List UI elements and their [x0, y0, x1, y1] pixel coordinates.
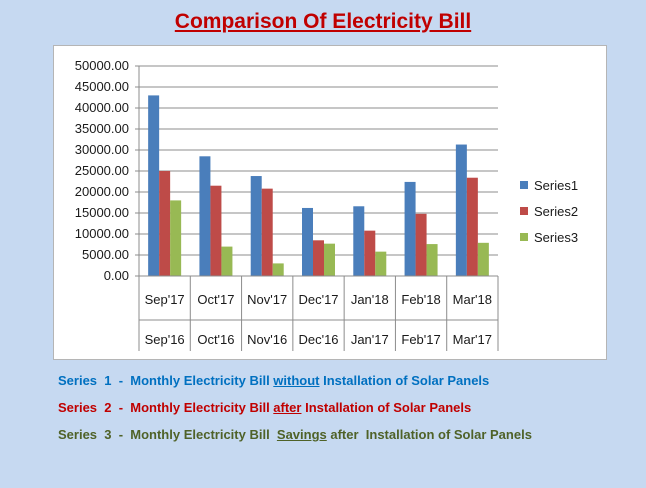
note-emphasis: after	[273, 400, 302, 415]
bar-series2-3	[261, 188, 273, 276]
y-tick-label: 15000.00	[75, 205, 129, 220]
legend-swatch	[520, 181, 528, 189]
bar-series3-1	[170, 200, 182, 276]
note-suffix: Installation of Solar Panels	[301, 400, 472, 415]
x-tick-label: Sep'17	[145, 292, 185, 307]
note-prefix: Series 2 - Monthly Electricity Bill	[58, 400, 274, 415]
note-suffix: after Installation of Solar Panels	[326, 427, 532, 442]
bar-series2-5	[364, 230, 376, 276]
bar-series2-1	[159, 171, 171, 276]
bar-series1-6	[404, 181, 416, 276]
note-suffix: Installation of Solar Panels	[319, 373, 490, 388]
bar-series2-4	[313, 240, 324, 276]
x-tick-label: Nov'17	[247, 292, 287, 307]
note-emphasis: Savings	[276, 427, 327, 442]
x-tick-label-secondary: Mar'17	[453, 332, 492, 347]
bar-series1-7	[455, 144, 467, 276]
y-tick-label: 20000.00	[75, 184, 129, 199]
note-prefix: Series 1 - Monthly Electricity Bill	[58, 373, 274, 388]
y-tick-label: 40000.00	[75, 100, 129, 115]
x-tick-label: Feb'18	[401, 292, 440, 307]
note-emphasis: without	[273, 373, 320, 388]
bar-chart: 0.00 5000.00 10000.00 15000.00 20000.00 25000…	[75, 58, 499, 351]
x-tick-label-secondary: Nov'16	[247, 332, 287, 347]
bar-series2-2	[210, 185, 222, 276]
bar-series3-4	[324, 243, 335, 276]
x-tick-label-secondary: Dec'16	[298, 332, 338, 347]
legend-label: Series3	[534, 229, 579, 245]
bar-series1-5	[353, 206, 365, 276]
series-note-1: Series 1 - Monthly Electricity Bill with…	[58, 372, 532, 399]
legend-label: Series1	[534, 177, 579, 193]
legend-item: Series2	[520, 198, 578, 224]
legend-item: Series3	[520, 224, 578, 250]
bar-series3-6	[426, 244, 438, 276]
bar-series1-4	[302, 207, 313, 276]
legend-label: Series2	[534, 203, 579, 219]
legend-swatch	[520, 233, 528, 241]
bar-series3-7	[477, 242, 489, 276]
bar-series1-1	[148, 95, 160, 277]
bar-series3-3	[272, 263, 284, 276]
bar-series2-6	[415, 213, 427, 276]
y-tick-label: 5000.00	[82, 247, 129, 262]
bar-series2-7	[466, 177, 478, 276]
y-tick-label: 30000.00	[75, 142, 129, 157]
bar-series1-3	[250, 176, 262, 276]
x-tick-label-secondary: Jan'17	[351, 332, 389, 347]
y-tick-label: 25000.00	[75, 163, 129, 178]
x-tick-label-secondary: Oct'16	[197, 332, 234, 347]
chart-area: 0.00 5000.00 10000.00 15000.00 20000.00 25000…	[53, 45, 607, 360]
series-note-2: Series 2 - Monthly Electricity Bill afte…	[58, 399, 532, 426]
chart-legend: Series1 Series2 Series3	[520, 172, 578, 250]
y-tick-label: 10000.00	[75, 226, 129, 241]
legend-swatch	[520, 207, 528, 215]
y-tick-label: 0.00	[104, 268, 129, 283]
bar-series1-2	[199, 156, 211, 276]
x-tick-label: Jan'18	[351, 292, 389, 307]
chart-title: Comparison Of Electricity Bill	[174, 10, 472, 33]
x-tick-label-secondary: Feb'17	[401, 332, 440, 347]
x-tick-label: Mar'18	[453, 292, 492, 307]
bar-series3-2	[221, 246, 233, 276]
series-notes: Series 1 - Monthly Electricity Bill with…	[58, 372, 532, 453]
bar-series3-5	[375, 251, 387, 276]
series-note-3: Series 3 - Monthly Electricity Bill Savi…	[58, 426, 532, 453]
note-prefix: Series 3 - Monthly Electricity Bill	[58, 427, 277, 442]
y-tick-label: 45000.00	[75, 79, 129, 94]
y-tick-label: 35000.00	[75, 121, 129, 136]
x-tick-label: Dec'17	[298, 292, 338, 307]
x-tick-label-secondary: Sep'16	[145, 332, 185, 347]
legend-item: Series1	[520, 172, 578, 198]
y-tick-label: 50000.00	[75, 58, 129, 73]
x-tick-label: Oct'17	[197, 292, 234, 307]
